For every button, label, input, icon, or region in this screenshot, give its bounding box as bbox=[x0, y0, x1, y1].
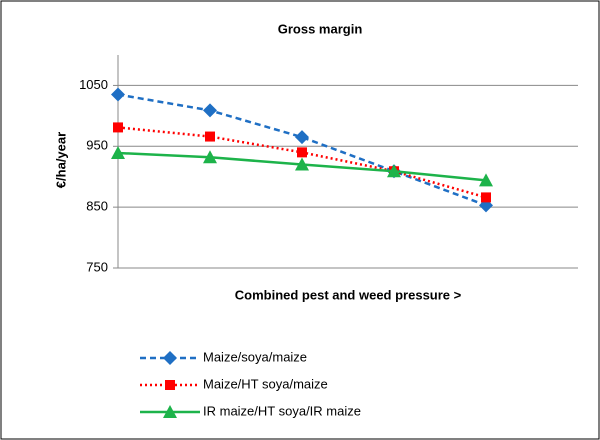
marker bbox=[481, 192, 491, 203]
legend-label: IR maize/HT soya/IR maize bbox=[203, 403, 361, 418]
marker bbox=[295, 157, 309, 171]
marker bbox=[163, 351, 177, 365]
marker bbox=[113, 122, 123, 133]
marker bbox=[111, 145, 125, 159]
marker bbox=[295, 130, 309, 145]
legend-label: Maize/HT soya/maize bbox=[203, 376, 328, 391]
marker bbox=[203, 150, 217, 164]
x-axis-label: Combined pest and weed pressure > bbox=[235, 287, 462, 302]
y-axis-label: €/ha/year bbox=[53, 132, 68, 188]
marker bbox=[165, 380, 175, 390]
y-tick-label: 950 bbox=[86, 138, 108, 153]
marker bbox=[203, 103, 217, 118]
marker bbox=[111, 87, 125, 102]
marker bbox=[479, 173, 493, 187]
marker bbox=[205, 131, 215, 142]
y-tick-label: 850 bbox=[86, 199, 108, 214]
legend-label: Maize/soya/maize bbox=[203, 349, 307, 364]
marker bbox=[387, 164, 401, 178]
y-tick-label: 750 bbox=[86, 259, 108, 274]
marker bbox=[297, 147, 307, 158]
y-tick-label: 1050 bbox=[79, 77, 108, 92]
chart-title: Gross margin bbox=[278, 21, 363, 36]
marker bbox=[163, 405, 177, 418]
series-line bbox=[117, 93, 487, 207]
